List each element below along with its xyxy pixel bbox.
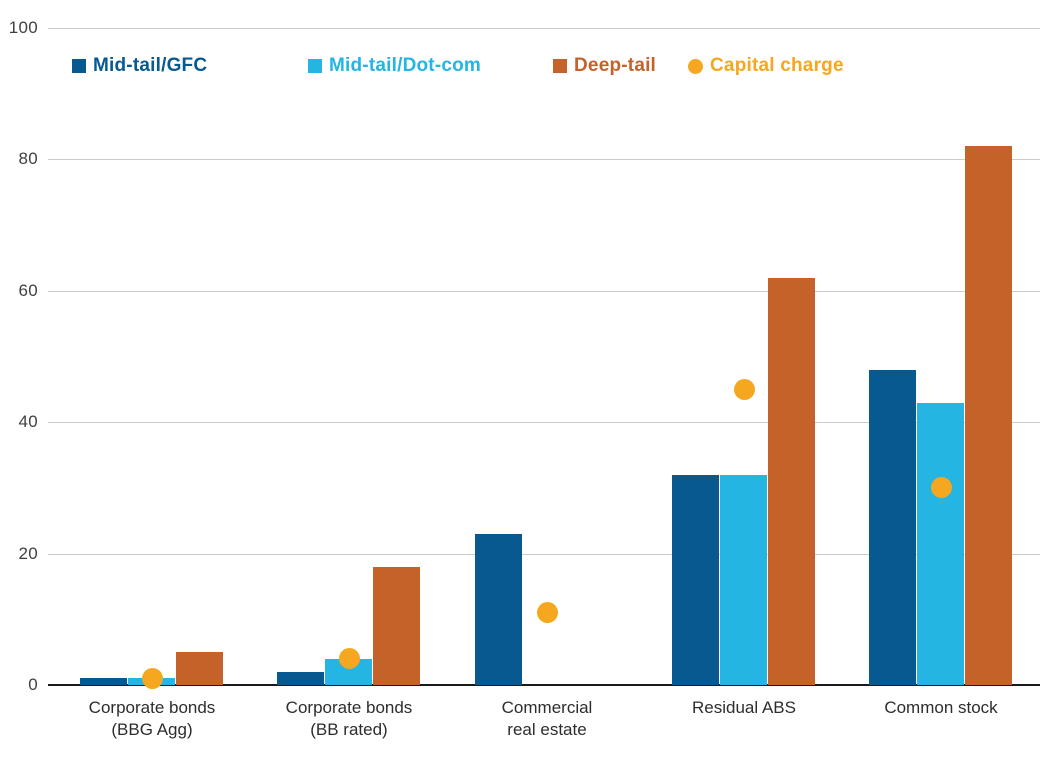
x-category-label: Corporate bonds (BBG Agg) <box>88 698 216 739</box>
bar <box>475 533 522 685</box>
legend-item-mid-tail-dot-com: Mid-tail/Dot-com <box>308 55 481 77</box>
gridline-20 <box>48 553 1040 555</box>
bar <box>965 146 1012 685</box>
legend-label: Capital charge <box>710 55 844 76</box>
gridline-100 <box>48 28 1040 29</box>
y-tick-label: 60 <box>18 280 38 300</box>
legend-square-icon <box>308 59 322 73</box>
x-axis-line <box>48 684 1040 686</box>
bar <box>768 277 815 685</box>
y-axis: 0 20 40 60 80 100 <box>0 0 40 772</box>
bar <box>176 652 223 685</box>
gridline-40 <box>48 422 1040 424</box>
legend-item-deep-tail: Deep-tail <box>553 55 656 77</box>
y-tick-label: 100 <box>8 18 38 37</box>
bar <box>869 369 916 685</box>
bar-group-2 <box>277 28 421 685</box>
bar <box>917 402 964 685</box>
x-category-label: Common stock <box>884 698 998 717</box>
bar-group-3 <box>475 28 619 685</box>
y-tick-label: 80 <box>18 149 38 169</box>
x-category-label: Commercial real estate <box>501 698 593 739</box>
legend-item-capital-charge: Capital charge <box>688 55 844 77</box>
capital-charge-dot <box>141 667 163 689</box>
legend-label: Deep-tail <box>574 55 657 76</box>
bar <box>720 474 767 685</box>
y-tick-label: 0 <box>28 675 38 694</box>
bar <box>80 678 127 685</box>
chart-legend: Mid-tail/GFC Mid-tail/Dot-com Deep-tail Cap… <box>0 55 1059 79</box>
y-tick-label: 20 <box>18 543 38 563</box>
x-category-label: Corporate bonds (BB rated) <box>285 698 413 739</box>
legend-label: Mid-tail/GFC <box>93 55 208 76</box>
bar <box>672 474 719 685</box>
capital-charge-dot <box>930 477 952 499</box>
legend-square-icon <box>553 59 567 73</box>
capital-charge-dot <box>733 378 755 400</box>
legend-item-mid-tail-gfc: Mid-tail/GFC <box>72 55 207 77</box>
y-tick-label: 40 <box>18 412 38 432</box>
bar-group-1 <box>80 28 224 689</box>
capital-charge-dot <box>536 602 558 624</box>
legend-circle-icon <box>688 58 703 74</box>
bar <box>277 671 324 685</box>
plot-area <box>48 28 1040 689</box>
bar <box>373 566 420 685</box>
capital-charge-dot <box>338 648 360 670</box>
legend-label: Mid-tail/Dot-com <box>329 55 482 76</box>
bar-group-5 <box>869 28 1013 685</box>
legend-square-icon <box>72 59 86 73</box>
gridline-80 <box>48 159 1040 161</box>
x-category-label: Residual ABS <box>692 698 796 717</box>
gridline-60 <box>48 290 1040 292</box>
bar-group-4 <box>672 28 816 685</box>
